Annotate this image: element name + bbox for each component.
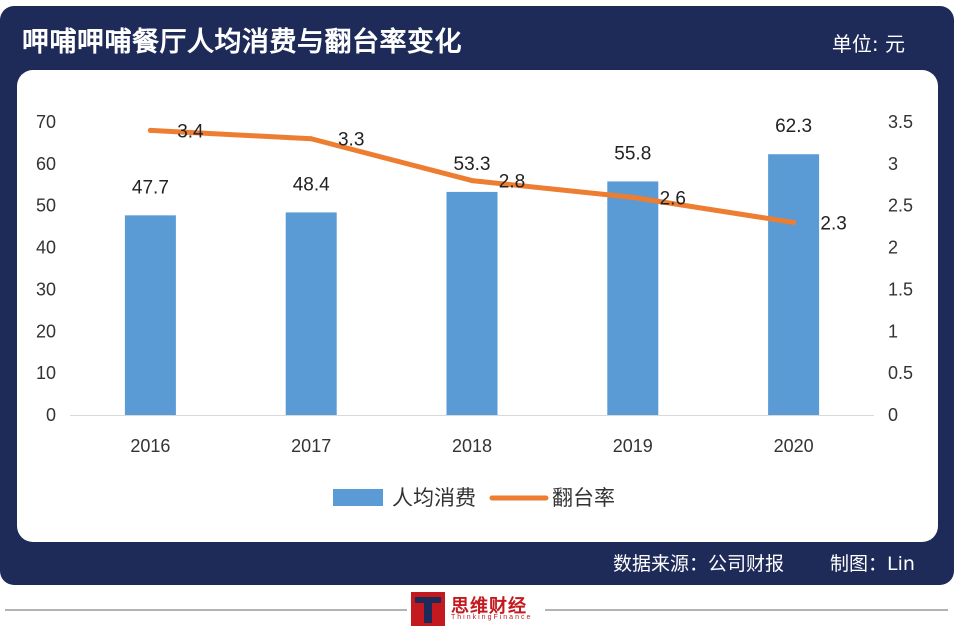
bar-label-2020: 62.3 <box>775 116 812 137</box>
footer-divider-left <box>5 609 407 611</box>
x-tick-2018: 2018 <box>452 436 492 456</box>
bar-2017 <box>285 212 337 415</box>
left-tick-20: 20 <box>36 321 56 341</box>
left-tick-30: 30 <box>36 279 56 299</box>
logo-name: 思维财经 <box>451 596 527 617</box>
bar-label-2016: 47.7 <box>132 177 169 198</box>
left-tick-40: 40 <box>36 238 56 258</box>
line-label-2019: 2.6 <box>660 188 686 209</box>
chart-credit: 制图：Lin <box>830 553 915 575</box>
x-tick-2016: 2016 <box>130 436 170 456</box>
brand-logo: 思维财经 ThinkingFinance <box>411 592 546 628</box>
right-tick-0.5: 0.5 <box>888 363 913 383</box>
line-point-2018 <box>469 178 475 184</box>
footer-divider-right <box>545 609 948 611</box>
right-tick-3.5: 3.5 <box>888 112 913 132</box>
chart-title: 呷哺呷哺餐厅人均消费与翻台率变化 <box>22 27 462 58</box>
right-tick-1: 1 <box>888 321 898 341</box>
legend-swatch-bar <box>333 489 383 506</box>
bar-2016 <box>124 215 176 415</box>
right-tick-2: 2 <box>888 238 898 258</box>
legend-label-bar: 人均消费 <box>392 486 476 510</box>
line-label-2018: 2.8 <box>499 172 525 193</box>
right-tick-1.5: 1.5 <box>888 279 913 299</box>
bar-2018 <box>446 191 498 415</box>
line-point-2016 <box>147 127 153 133</box>
left-tick-70: 70 <box>36 112 56 132</box>
line-label-2020: 2.3 <box>820 213 846 234</box>
line-point-2020 <box>791 219 797 225</box>
line-point-2019 <box>630 194 636 200</box>
left-tick-0: 0 <box>46 405 56 425</box>
left-tick-60: 60 <box>36 154 56 174</box>
right-tick-0: 0 <box>888 405 898 425</box>
bar-2019 <box>607 181 659 415</box>
bar-label-2017: 48.4 <box>293 174 330 195</box>
bar-2020 <box>768 154 820 416</box>
right-tick-3: 3 <box>888 154 898 174</box>
bar-label-2018: 53.3 <box>454 154 491 175</box>
x-tick-2017: 2017 <box>291 436 331 456</box>
legend-label-line: 翻台率 <box>552 486 615 510</box>
left-tick-50: 50 <box>36 196 56 216</box>
line-label-2017: 3.3 <box>338 130 364 151</box>
right-tick-2.5: 2.5 <box>888 196 913 216</box>
line-point-2017 <box>308 136 314 142</box>
logo-t-icon <box>411 592 445 626</box>
x-tick-2019: 2019 <box>613 436 653 456</box>
left-tick-10: 10 <box>36 363 56 383</box>
bar-label-2019: 55.8 <box>614 143 651 164</box>
unit-label: 单位: 元 <box>831 32 905 56</box>
x-tick-2020: 2020 <box>774 436 814 456</box>
data-source: 数据来源：公司财报 <box>613 553 785 575</box>
logo-english: ThinkingFinance <box>451 614 533 621</box>
line-label-2016: 3.4 <box>177 121 204 142</box>
